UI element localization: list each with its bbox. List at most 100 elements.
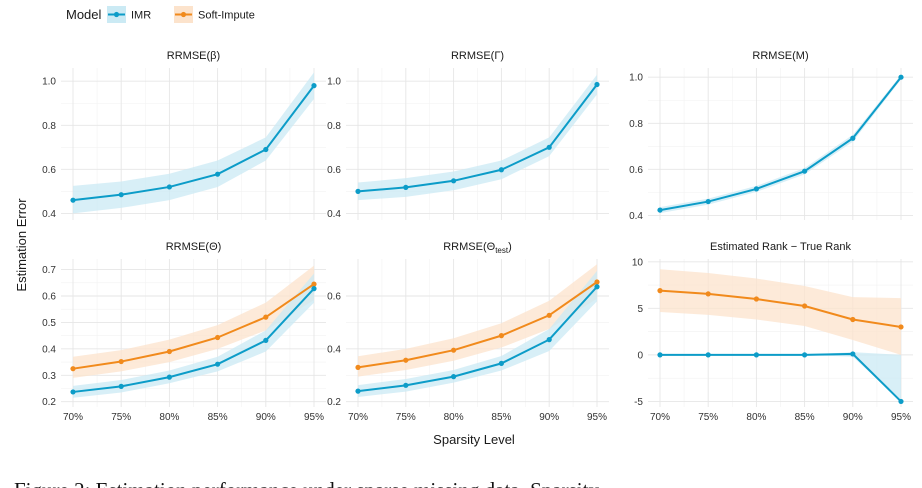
panel-theta-test: RRMSE(Θtest) 0.2 0.4 0.6 70% 75% 80% 85% 90% 95% (327, 241, 609, 423)
series-line-imr (72, 85, 315, 202)
data-point-imr (166, 374, 172, 380)
band-soft-impute (660, 269, 901, 355)
panel-title: Estimated Rank − True Rank (710, 241, 851, 253)
data-point-imr (753, 186, 760, 192)
figure-caption: Figure 2: Estimation performance under s… (14, 478, 599, 488)
panel-title: RRMSE(Γ) (451, 50, 504, 62)
series-line-soft-impute (72, 283, 315, 370)
panel-title-end: ) (508, 241, 512, 253)
data-point-soft-impute (70, 366, 76, 372)
data-point-imr (403, 184, 409, 190)
data-point-imr (546, 337, 552, 343)
series-line-imr (357, 83, 598, 193)
data-point-imr (451, 374, 457, 380)
legend-label-imr: IMR (131, 10, 151, 22)
data-point-soft-impute (355, 364, 361, 370)
data-point-imr (70, 197, 76, 203)
data-point-imr (263, 337, 269, 343)
y-tick-label: 0.6 (629, 165, 643, 176)
data-point-imr (850, 135, 856, 141)
data-point-soft-impute (215, 334, 221, 341)
x-tick-label: 90% (256, 412, 276, 423)
panel-title: RRMSE(β) (167, 50, 220, 62)
y-tick-label: 1.0 (327, 77, 341, 88)
gridlines (648, 68, 913, 220)
band-soft-impute (358, 264, 597, 377)
panel-gamma: RRMSE(Γ) 0.4 0.6 0.8 1.0 (327, 50, 609, 220)
data-point-soft-impute (498, 333, 504, 339)
data-point-soft-impute (311, 281, 317, 287)
data-point-imr (355, 388, 361, 394)
y-tick-label: 0.7 (42, 265, 56, 276)
x-tick-label: 80% (159, 412, 179, 423)
x-tick-label: 70% (650, 412, 670, 423)
band-imr (73, 273, 314, 398)
data-point-soft-impute (753, 296, 760, 302)
legend-label-soft-impute: Soft-Impute (198, 10, 255, 22)
panel-title: RRMSE(Θtest) (443, 241, 512, 255)
data-point-imr (546, 144, 552, 150)
band-soft-impute (73, 265, 314, 378)
data-point-soft-impute (898, 324, 904, 330)
y-axis-title: Estimation Error (14, 198, 29, 292)
y-tick-label: 0.8 (629, 119, 643, 130)
data-point-soft-impute (263, 314, 269, 320)
y-tick-label: 0.6 (327, 292, 341, 303)
series-line-imr (659, 76, 902, 212)
series-line-imr (660, 352, 902, 403)
y-tick-label: 5 (637, 304, 643, 315)
data-point-soft-impute (850, 316, 856, 323)
y-tick-label: 0.6 (42, 165, 56, 176)
y-tick-label: 0.3 (42, 371, 56, 382)
data-point-imr (215, 171, 221, 177)
y-tick-label: 0.8 (327, 121, 341, 132)
y-tick-label: 0.4 (42, 209, 56, 220)
data-point-imr (498, 360, 504, 366)
data-point-soft-impute (657, 288, 663, 294)
data-point-imr (70, 389, 76, 395)
x-tick-label: 70% (63, 412, 83, 423)
panel-rank: Estimated Rank − True Rank -5 0 5 10 70% 75% 80… (632, 241, 913, 423)
x-tick-label: 80% (746, 412, 766, 423)
panels: RRMSE(β) 0.4 0.6 0.8 1.0 RRMSE(Γ) 0.4 0.6 0.8 1.0… (42, 50, 913, 423)
data-point-soft-impute (705, 291, 711, 297)
x-tick-label: 95% (304, 412, 324, 423)
data-point-soft-impute (546, 312, 552, 318)
panel-m: RRMSE(M) 0.4 0.6 0.8 1.0 (629, 50, 913, 222)
data-point-imr (802, 168, 808, 174)
data-point-soft-impute (802, 303, 808, 309)
series-line-imr (357, 286, 598, 393)
x-tick-label: 75% (111, 412, 131, 423)
legend-key-soft-impute-point (180, 11, 187, 18)
data-point-imr (311, 286, 317, 292)
y-tick-label: 0.4 (629, 211, 643, 222)
data-point-imr (118, 192, 124, 198)
data-point-imr (753, 352, 760, 358)
y-tick-label: -5 (634, 397, 643, 408)
legend: Model IMR Soft-Impute (66, 6, 255, 23)
legend-item-soft-impute: Soft-Impute (174, 6, 255, 23)
data-point-imr (118, 383, 124, 389)
data-point-imr (705, 198, 711, 205)
data-point-imr (355, 188, 361, 194)
x-tick-label: 75% (396, 412, 416, 423)
x-tick-label: 85% (795, 412, 815, 423)
gridlines (346, 68, 609, 220)
y-tick-label: 1.0 (42, 77, 56, 88)
panel-title: RRMSE(M) (752, 50, 808, 62)
data-point-imr (898, 398, 904, 405)
y-tick-label: 0.4 (327, 209, 341, 220)
band-imr (358, 270, 597, 397)
band-imr (73, 72, 314, 214)
y-tick-label: 0.4 (327, 344, 341, 355)
x-axis-title: Sparsity Level (433, 432, 515, 447)
legend-item-imr: IMR (107, 6, 151, 23)
data-point-soft-impute (594, 279, 600, 285)
x-tick-label: 85% (208, 412, 228, 423)
y-tick-label: 1.0 (629, 73, 643, 84)
y-tick-label: 0.6 (327, 165, 341, 176)
y-tick-label: 0 (637, 350, 643, 361)
data-point-imr (594, 284, 600, 290)
series-line-soft-impute (357, 281, 598, 369)
